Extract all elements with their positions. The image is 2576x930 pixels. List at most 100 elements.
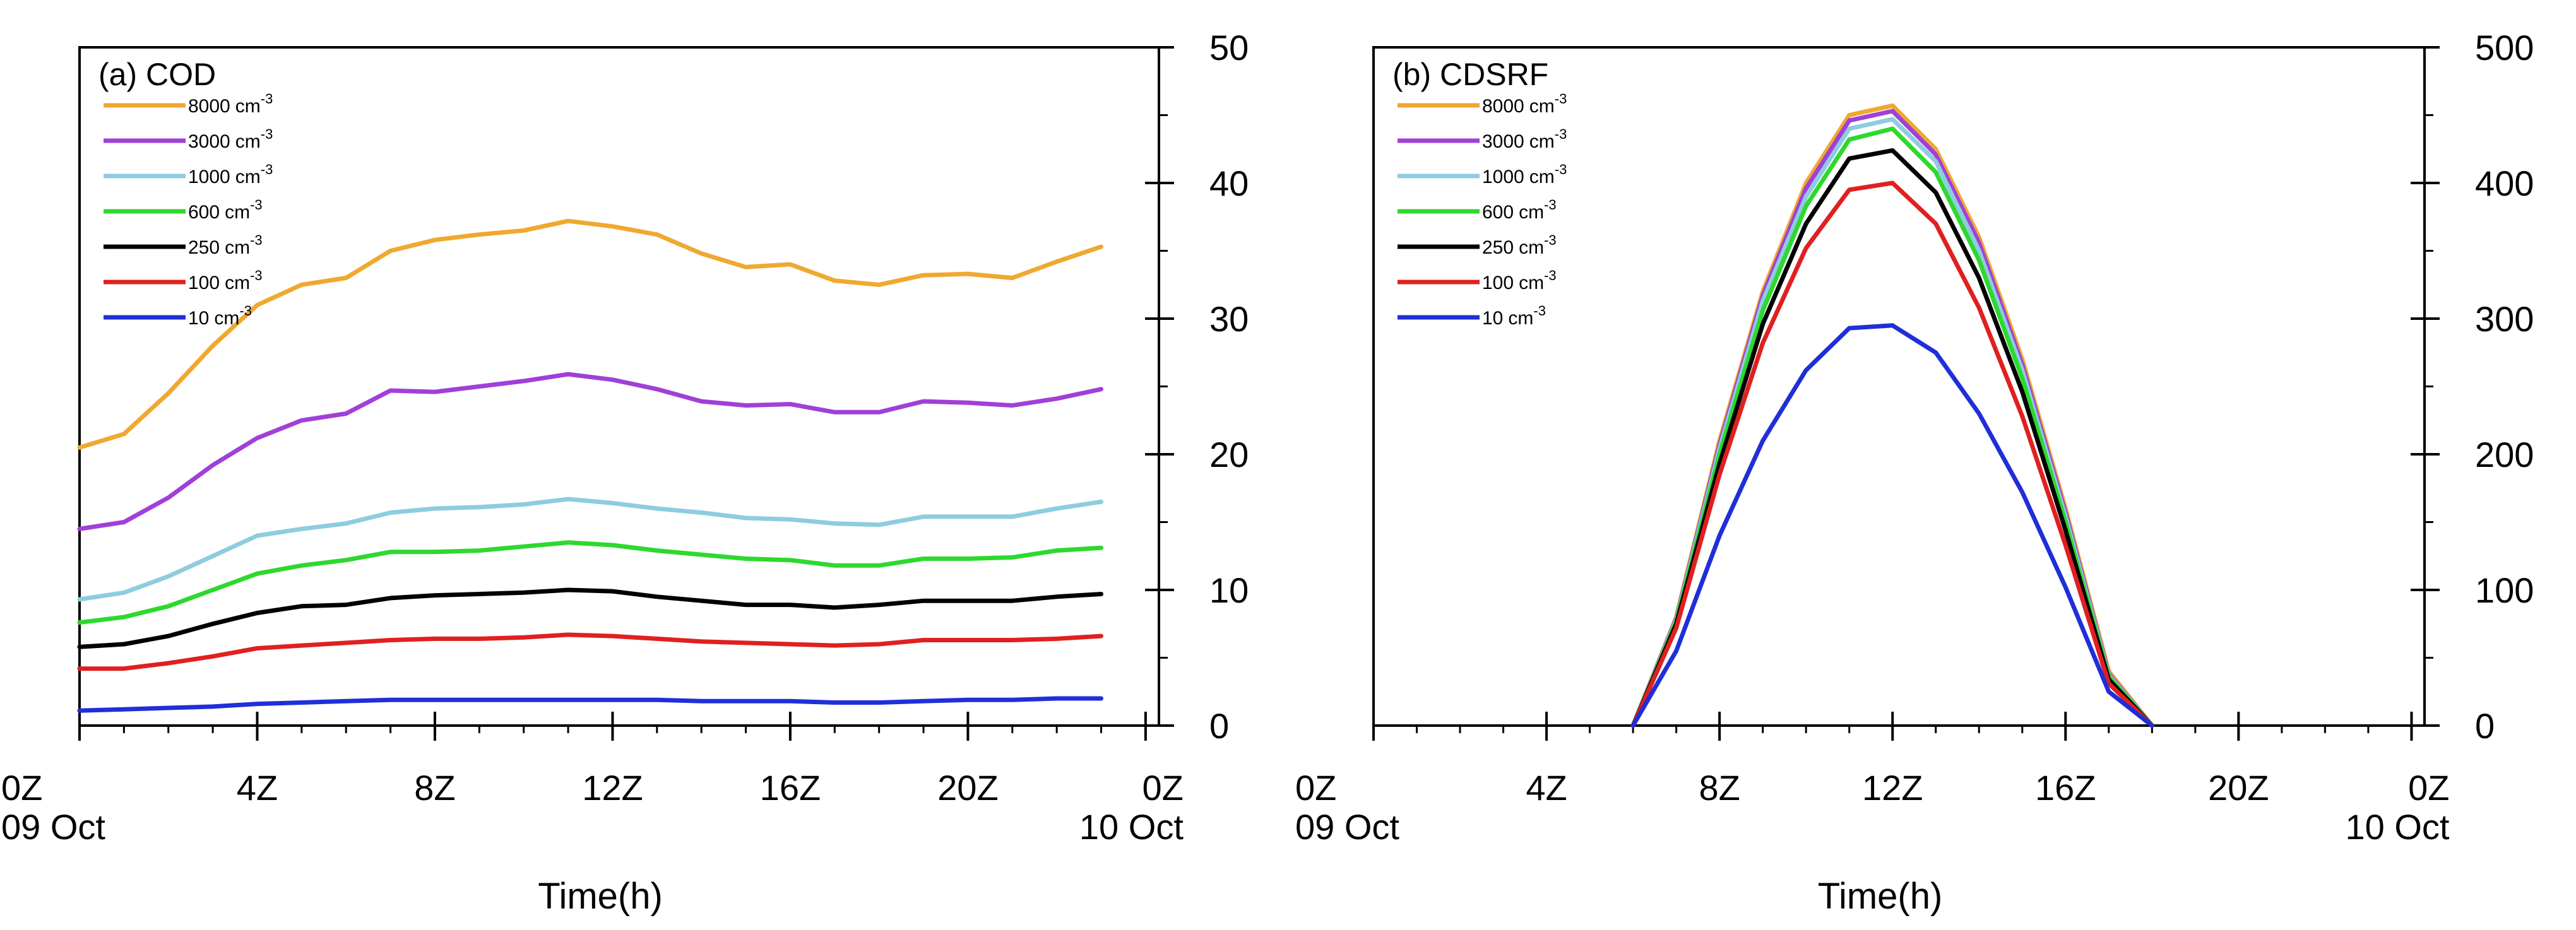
legend-value: 600: [1482, 202, 1514, 223]
y-tick-label: 10: [1209, 570, 1249, 610]
legend-unit: cm: [235, 96, 261, 117]
y-tick-label: 500: [2475, 28, 2534, 68]
legend-value: 1000: [188, 167, 230, 187]
legend-unit: cm: [225, 237, 250, 258]
legend-unit: cm: [225, 202, 250, 223]
legend-unit: cm: [225, 273, 250, 293]
series-line-600: [1630, 126, 2154, 728]
legend-value: 8000: [188, 96, 230, 117]
y-tick-label: 0: [1209, 706, 1229, 746]
legend-value: 250: [1482, 237, 1514, 258]
x-tick-label: 8Z: [414, 768, 455, 808]
legend-value: 8000: [1482, 96, 1524, 117]
legend-unit: cm: [1529, 131, 1555, 152]
x-tick-sublabel: 10 Oct: [2345, 807, 2449, 847]
legend-exp: -3: [1544, 268, 1557, 283]
legend-exp: -3: [250, 232, 263, 248]
x-tick-label: 0Z: [1295, 768, 1336, 808]
series-line-600: [77, 540, 1103, 625]
legend-label-100: 100 cm-3: [1482, 268, 1557, 293]
legend-label-250: 250 cm-3: [1482, 232, 1557, 258]
legend-unit: cm: [1519, 202, 1544, 223]
legend-unit: cm: [1529, 96, 1555, 117]
y-tick-label: 200: [2475, 435, 2534, 474]
legend-exp: -3: [261, 162, 273, 177]
legend-exp: -3: [261, 91, 273, 107]
y-tick-label: 30: [1209, 299, 1249, 339]
x-axis-title: Time(h): [1818, 876, 1943, 917]
legend-exp: -3: [250, 268, 263, 283]
series-line-1000: [77, 497, 1103, 602]
legend-unit: cm: [1519, 273, 1544, 293]
legend-value: 10: [188, 308, 209, 329]
legend-label-100: 100 cm-3: [188, 268, 263, 293]
x-tick-label: 0Z: [1, 768, 42, 808]
legend-exp: -3: [1544, 232, 1557, 248]
series-line-3000: [1630, 109, 2154, 728]
legend-unit: cm: [1529, 167, 1555, 187]
legend-unit: cm: [1508, 308, 1533, 329]
x-tick-sublabel: 10 Oct: [1079, 807, 1184, 847]
series-line-8000: [1630, 103, 2154, 728]
x-tick-label: 20Z: [937, 768, 999, 808]
series-line-3000: [77, 372, 1103, 531]
legend-value: 1000: [1482, 167, 1524, 187]
y-tick-label: 400: [2475, 163, 2534, 203]
legend-value: 10: [1482, 308, 1503, 329]
y-tick-label: 50: [1209, 28, 1249, 68]
legend-unit: cm: [235, 167, 261, 187]
legend-unit: cm: [235, 131, 261, 152]
legend-value: 100: [1482, 273, 1514, 293]
legend-unit: cm: [214, 308, 239, 329]
series-line-10: [77, 696, 1103, 713]
legend-label-600: 600 cm-3: [1482, 197, 1557, 223]
legend-exp: -3: [239, 303, 252, 319]
x-tick-label: 8Z: [1699, 768, 1740, 808]
x-tick-sublabel: 09 Oct: [1295, 807, 1399, 847]
legend-exp: -3: [1555, 126, 1567, 142]
x-tick-label: 16Z: [2035, 768, 2096, 808]
x-tick-label: 0Z: [1143, 768, 1184, 808]
legend-label-1000: 1000 cm-3: [188, 162, 273, 187]
x-tick-label: 0Z: [2408, 768, 2449, 808]
legend-exp: -3: [1555, 162, 1567, 177]
legend-exp: -3: [250, 197, 263, 213]
y-tick-label: 300: [2475, 299, 2534, 339]
x-tick-sublabel: 09 Oct: [1, 807, 105, 847]
legend-label-3000: 3000 cm-3: [188, 126, 273, 152]
panel-title: (a) COD: [98, 57, 216, 92]
series-line-10: [1630, 323, 2154, 728]
legend-label-10: 10 cm-3: [1482, 303, 1546, 329]
x-tick-label: 4Z: [1526, 768, 1567, 808]
legend-value: 250: [188, 237, 220, 258]
legend-exp: -3: [1533, 303, 1546, 319]
legend-value: 3000: [188, 131, 230, 152]
x-tick-label: 4Z: [237, 768, 278, 808]
x-tick-label: 12Z: [1862, 768, 1923, 808]
x-tick-label: 16Z: [760, 768, 821, 808]
legend-exp: -3: [261, 126, 273, 142]
y-tick-label: 100: [2475, 570, 2534, 610]
series-line-1000: [1630, 117, 2154, 728]
x-tick-label: 12Z: [582, 768, 643, 808]
legend-label-250: 250 cm-3: [188, 232, 263, 258]
y-tick-label: 40: [1209, 163, 1249, 203]
y-tick-label: 0: [2475, 706, 2495, 746]
legend-label-10: 10 cm-3: [188, 303, 252, 329]
legend-label-3000: 3000 cm-3: [1482, 126, 1567, 152]
legend-unit: cm: [1519, 237, 1544, 258]
y-tick-label: 20: [1209, 435, 1249, 474]
legend-label-8000: 8000 cm-3: [188, 91, 273, 117]
series-line-250: [77, 587, 1103, 649]
x-axis-title: Time(h): [538, 876, 663, 917]
series-line-250: [1630, 148, 2154, 728]
series-line-100: [1630, 180, 2154, 728]
legend-label-600: 600 cm-3: [188, 197, 263, 223]
series-line-100: [77, 632, 1103, 671]
legend-exp: -3: [1555, 91, 1567, 107]
